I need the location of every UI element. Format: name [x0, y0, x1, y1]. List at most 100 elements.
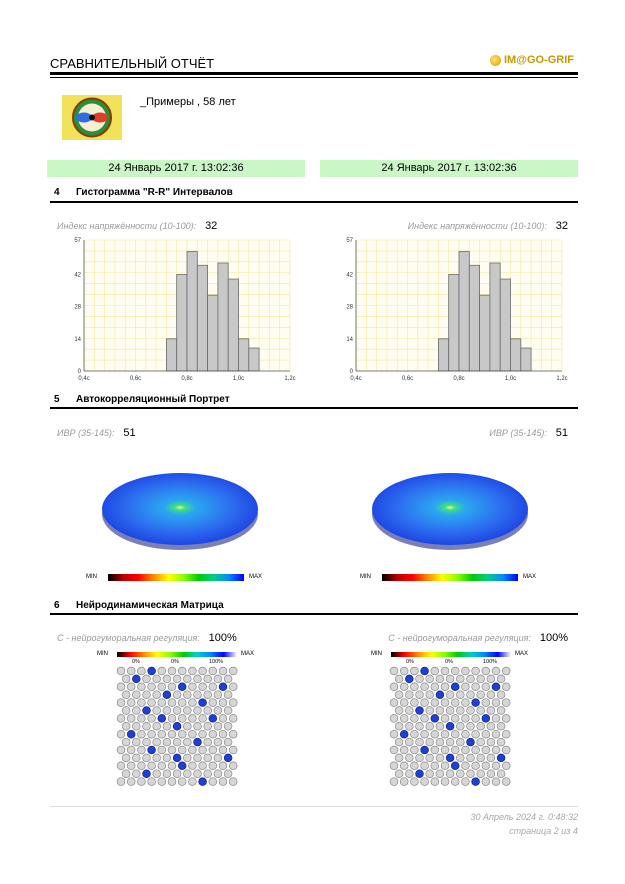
matrix-cell: [481, 745, 491, 755]
matrix-cell: [198, 761, 207, 771]
section-4-number: 4: [54, 187, 60, 198]
matrix-cell: [394, 722, 404, 731]
matrix-cell: [147, 698, 156, 707]
matrix-cell: [132, 737, 141, 747]
matrix-cell: [425, 706, 434, 715]
footer-rule: [50, 806, 578, 807]
matrix-cell: [213, 769, 223, 778]
matrix-cell: [177, 745, 187, 755]
matrix-cell: [389, 729, 399, 739]
x-tick-label: 0,6c: [402, 376, 413, 382]
matrix-cell: [142, 769, 151, 778]
matrix-cell: [415, 737, 424, 747]
x-tick-label: 1,2c: [556, 376, 567, 382]
matrix-cell: [445, 722, 455, 731]
section-5-rule: [50, 407, 578, 409]
matrix-cell: [461, 761, 470, 771]
matrix-cell: [445, 753, 455, 763]
matrix-cell: [466, 753, 475, 763]
matrix-cell: [420, 745, 429, 755]
histogram-bar: [217, 262, 229, 372]
matrix-cell: [440, 777, 450, 786]
footer-page: страница 2 из 4: [509, 826, 578, 836]
matrix-cell: [399, 761, 409, 771]
matrix-cell: [132, 753, 141, 763]
matrix-cell: [213, 753, 223, 763]
matrix-cell: [389, 682, 399, 692]
matrix-cell: [208, 761, 218, 771]
matrix-cell: [496, 690, 506, 699]
y-tick-label: 0: [78, 369, 82, 375]
matrix-cell: [476, 753, 485, 763]
matrix-cell: [188, 698, 197, 707]
matrix-cell: [496, 737, 506, 747]
matrix-cell: [461, 666, 470, 676]
histogram-bar: [176, 274, 188, 372]
matrix-cell: [430, 729, 440, 739]
matrix-cell: [177, 698, 187, 707]
matrix-cell: [137, 777, 146, 786]
logo-icon: [490, 54, 501, 66]
x-tick-label: 0,8c: [181, 376, 192, 382]
matrix-cell: [167, 745, 177, 755]
matrix-cell: [481, 682, 491, 692]
histogram-bar: [207, 294, 219, 372]
matrix-colorbar-left: [117, 652, 237, 657]
matrix-cell: [399, 682, 409, 692]
histogram-bar: [238, 338, 250, 372]
matrix-cell: [126, 714, 136, 723]
matrix-cell: [198, 777, 207, 786]
matrix-cell: [496, 722, 506, 731]
matrix-cell: [121, 674, 131, 684]
matrix-cell: [496, 753, 506, 763]
matrix-cell: [188, 729, 197, 739]
y-tick-label: 28: [74, 305, 81, 311]
matrix-cell: [425, 674, 434, 684]
matrix-cell: [461, 714, 470, 723]
matrix-cell: [223, 722, 233, 731]
matrix-cell: [410, 729, 419, 739]
matrix-cell: [162, 737, 172, 747]
matrix-cell: [223, 753, 233, 763]
matrix-cell: [491, 729, 501, 739]
matrix-cell: [157, 714, 167, 723]
matrix-cell: [476, 690, 485, 699]
matrix-cell: [203, 737, 212, 747]
matrix-cell: [152, 722, 161, 731]
section-4-rule: [50, 201, 578, 203]
matrix-cell: [183, 737, 192, 747]
matrix-cell: [450, 666, 460, 676]
matrix-cell: [157, 729, 167, 739]
matrix-cell: [198, 714, 207, 723]
matrix-cell: [147, 745, 156, 755]
matrix-cell: [420, 761, 429, 771]
matrix-cell: [126, 761, 136, 771]
matrix-cell: [491, 745, 501, 755]
matrix-cell: [177, 666, 187, 676]
matrix-cell: [450, 698, 460, 707]
matrix-cell: [121, 753, 131, 763]
matrix-tick: 100%: [483, 659, 498, 665]
matrix-cell: [420, 729, 429, 739]
matrix-cell: [456, 674, 465, 684]
matrix-cell: [203, 722, 212, 731]
matrix-cell: [486, 769, 496, 778]
matrix-cell: [218, 745, 228, 755]
matrix-cell: [425, 690, 434, 699]
matrix-cell: [496, 706, 506, 715]
matrix-cell: [440, 729, 450, 739]
neuro-regulation-right: С - нейрогуморальная регуляция: 100%: [388, 628, 568, 646]
ivr-left: ИВР (35-145): 51: [57, 423, 136, 441]
colorbar-min-label: MIN: [86, 574, 97, 580]
matrix-cell: [481, 698, 491, 707]
matrix-cell: [213, 737, 223, 747]
stress-index-value: 32: [555, 220, 568, 232]
matrix-cell: [450, 682, 460, 692]
matrix-cell: [147, 777, 156, 786]
matrix-min-label: MIN: [371, 651, 382, 657]
x-tick-label: 1,0c: [505, 376, 516, 382]
matrix-cell: [405, 753, 414, 763]
matrix-cell: [435, 690, 445, 699]
matrix-cell: [389, 698, 399, 707]
matrix-cell: [228, 682, 238, 692]
